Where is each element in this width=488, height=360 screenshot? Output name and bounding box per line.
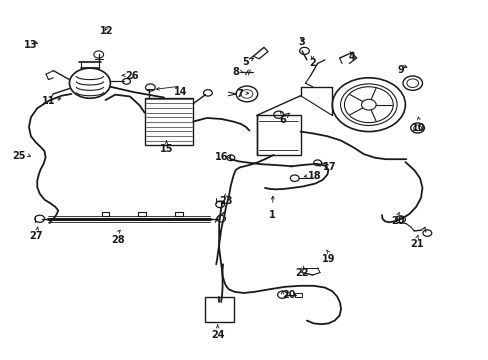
- Text: 5: 5: [242, 57, 249, 67]
- Text: 12: 12: [100, 26, 114, 36]
- Text: 8: 8: [232, 67, 239, 77]
- Text: 7: 7: [236, 89, 243, 99]
- Text: 24: 24: [210, 330, 224, 340]
- Text: 21: 21: [409, 239, 423, 249]
- Text: 16: 16: [215, 152, 228, 162]
- Text: 20: 20: [282, 290, 295, 300]
- Text: 26: 26: [125, 71, 138, 81]
- Text: 4: 4: [347, 51, 354, 62]
- Text: 11: 11: [41, 96, 55, 106]
- Bar: [295, 293, 302, 297]
- Text: 13: 13: [24, 40, 38, 50]
- Text: 3: 3: [298, 37, 305, 46]
- Text: 22: 22: [295, 268, 308, 278]
- Text: 1: 1: [269, 211, 276, 220]
- Text: 10: 10: [411, 123, 425, 132]
- Text: 9: 9: [396, 65, 403, 75]
- Text: 20: 20: [390, 216, 404, 226]
- Text: 19: 19: [321, 253, 334, 264]
- Text: 18: 18: [307, 171, 321, 181]
- Text: 23: 23: [219, 196, 232, 206]
- Text: 27: 27: [29, 231, 42, 241]
- Text: 6: 6: [279, 116, 285, 125]
- Bar: [204, 297, 233, 321]
- Text: 25: 25: [13, 150, 26, 161]
- Text: 28: 28: [111, 234, 124, 244]
- Text: 14: 14: [174, 87, 187, 97]
- Text: 17: 17: [322, 162, 335, 172]
- Text: 15: 15: [160, 144, 173, 154]
- Text: 2: 2: [309, 58, 316, 68]
- Bar: [256, 116, 300, 155]
- Bar: [144, 98, 193, 145]
